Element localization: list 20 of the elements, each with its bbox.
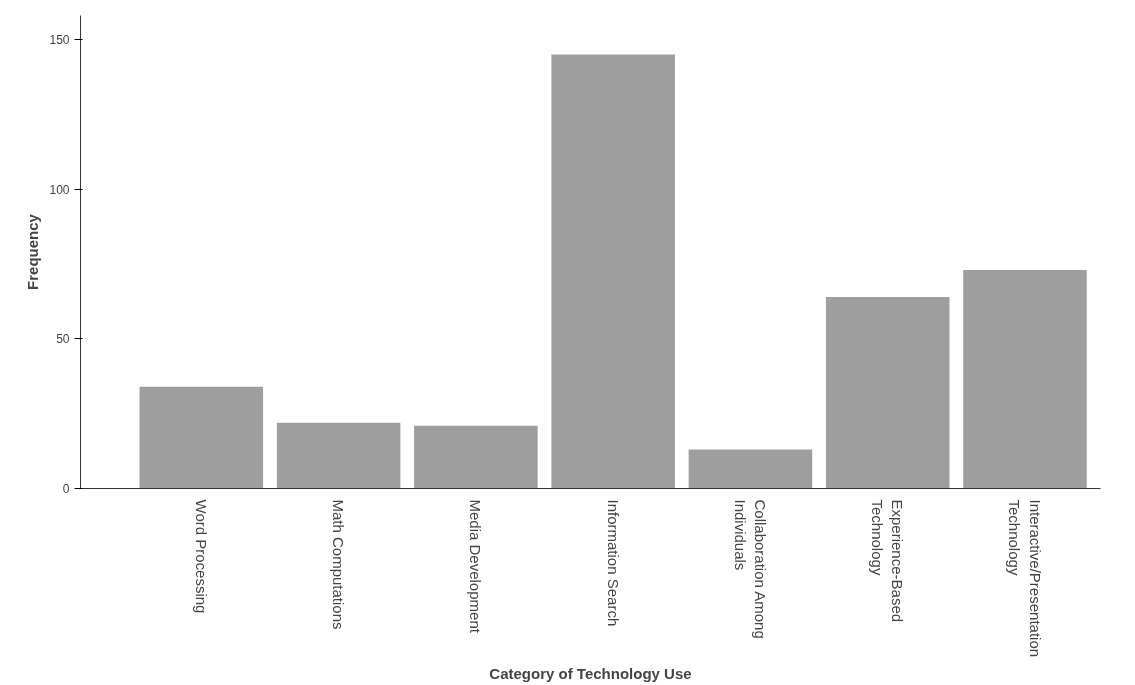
y-tick-label: 0 (62, 482, 70, 496)
y-tick-label: 50 (56, 332, 70, 347)
x-tick-label: Collaboration Among Individuals (731, 499, 770, 639)
x-tick-label: Interactive/Presentation Technology (1006, 499, 1044, 658)
bar (825, 296, 950, 489)
bar (688, 449, 813, 489)
x-axis-title: Category of Technology Use (489, 665, 692, 683)
x-tick-label: Media Development (467, 499, 485, 634)
bar (551, 54, 675, 489)
bar (139, 386, 264, 489)
y-tick-label: 100 (49, 182, 70, 197)
y-axis-title: Frequency (24, 213, 42, 290)
x-tick-label: Math Computations (330, 499, 348, 630)
bar (276, 422, 401, 489)
bar (963, 269, 1087, 489)
x-tick-label: Experience-Based Technology (869, 499, 907, 623)
x-tick-label: Word Processing (192, 499, 210, 614)
x-tick-label: Information Search (604, 499, 622, 627)
bar (414, 425, 538, 489)
y-tick-label: 150 (49, 32, 70, 47)
